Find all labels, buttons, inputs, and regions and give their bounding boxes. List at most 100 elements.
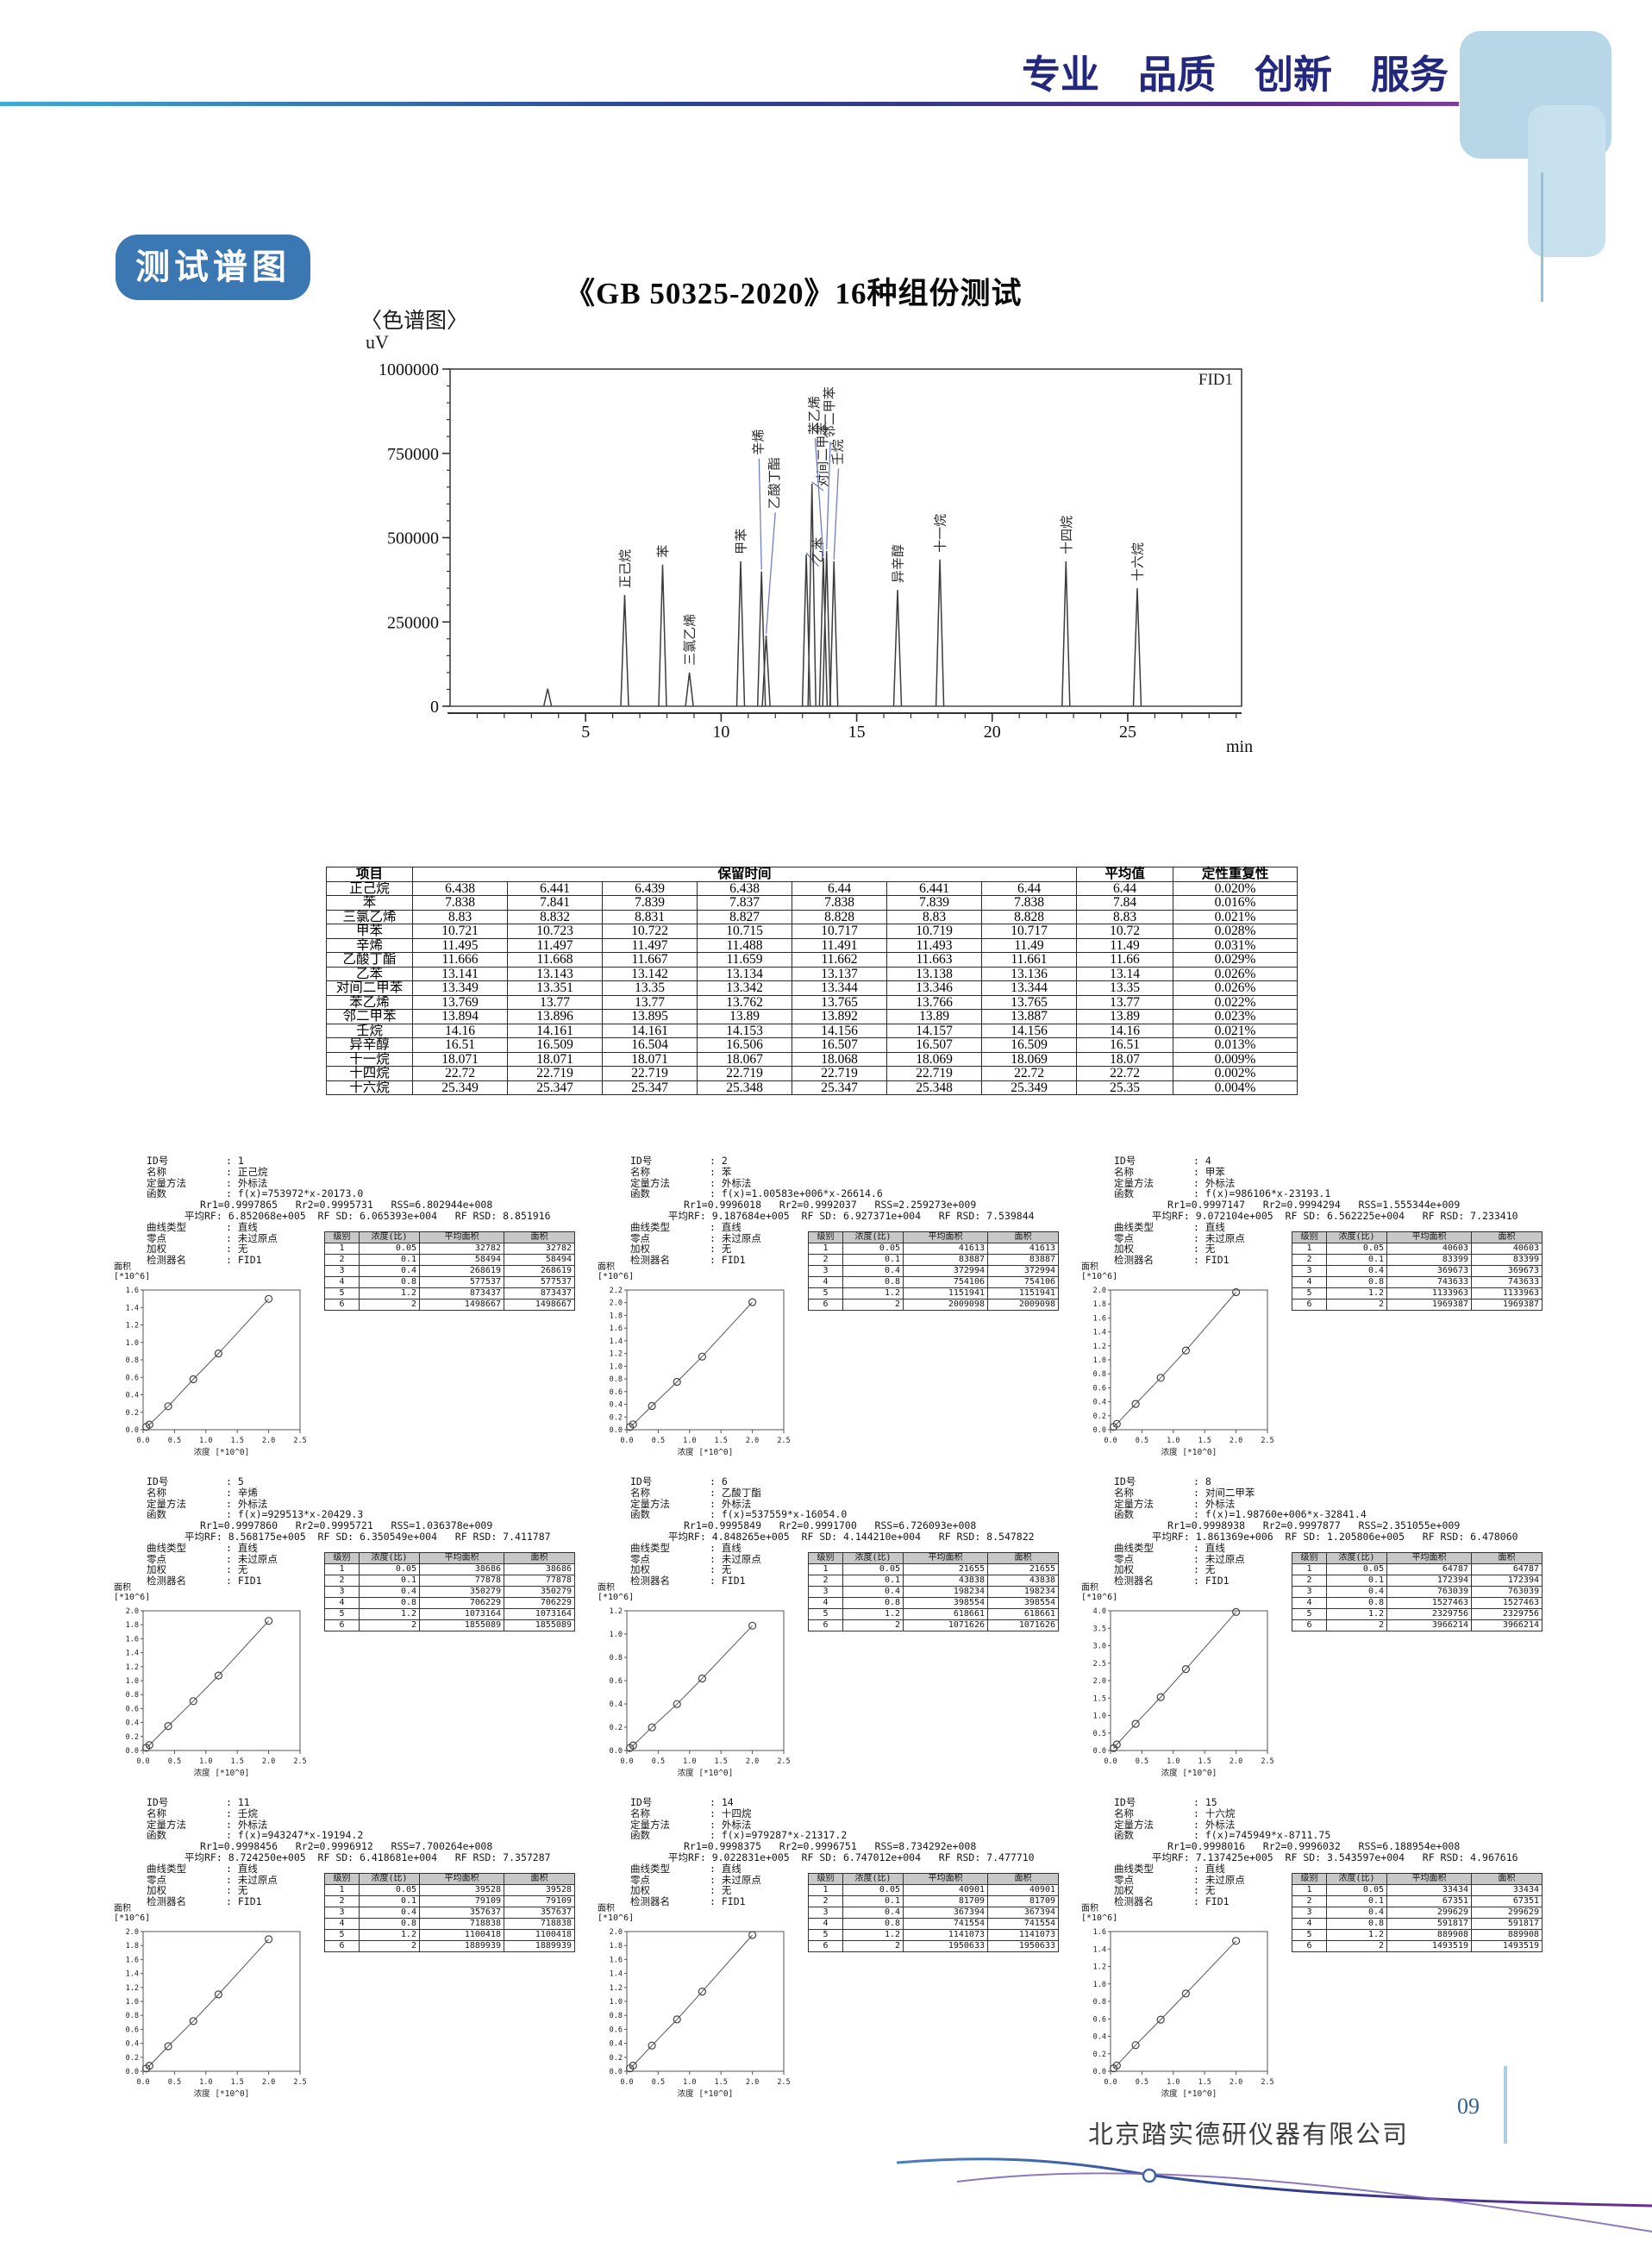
level-cell: 369673 <box>1386 1265 1472 1277</box>
panel-field-value: : f(x)=929513*x-20429.3 <box>226 1508 364 1521</box>
value-cell: 18.067 <box>697 1051 792 1067</box>
level-table: 级别 浓度(比) 平均面积 面积 1 0.05 64787 64787 2 0.1 172394 17… <box>1292 1552 1542 1631</box>
peak-leader-line <box>811 481 824 492</box>
level-cell: 1493519 <box>1471 1940 1542 1952</box>
level-cell: 0.1 <box>359 1575 420 1587</box>
compound-name-cell: 乙苯 <box>326 966 413 981</box>
value-cell: 13.344 <box>792 980 887 996</box>
value-cell: 25.347 <box>792 1080 887 1095</box>
calibration-point <box>698 1987 706 1996</box>
value-cell: 14.156 <box>980 1023 1078 1038</box>
level-cell: 6 <box>324 1940 360 1952</box>
level-cell: 0.1 <box>359 1895 420 1907</box>
level-table-header: 平均面积 <box>1386 1231 1472 1243</box>
level-table: 级别 浓度(比) 平均面积 面积 1 0.05 21655 21655 2 0.1 43838 438… <box>808 1552 1059 1631</box>
value-cell: 11.491 <box>792 937 887 953</box>
x-tick-label: 1.5 <box>231 1757 244 1766</box>
panel-field: 加权: 无 <box>630 1243 1035 1255</box>
level-table-header: 浓度(比) <box>842 1873 904 1885</box>
panel-field-value: : 无 <box>226 1243 248 1256</box>
level-cell: 83887 <box>987 1254 1059 1266</box>
panel-field-label: 加权 <box>147 1563 166 1576</box>
value-cell: 13.765 <box>792 994 887 1010</box>
value-cell: 16.504 <box>602 1037 698 1053</box>
calibration-point <box>189 1375 197 1384</box>
level-cell: 0.8 <box>842 1918 904 1930</box>
panel-field: 曲线类型: 直线 <box>1114 1863 1518 1875</box>
panel-field: 检测器名: FID1 <box>147 1896 551 1907</box>
chromatogram-peak <box>756 571 767 707</box>
level-cell: 1.2 <box>359 1929 420 1941</box>
level-cell: 2 <box>808 1575 843 1587</box>
panel-field-value: : 直线 <box>226 1541 258 1554</box>
y-tick-label: 1.4 <box>126 1304 139 1312</box>
table-row: 甲苯 10.721 10.723 10.722 10.715 10.717 10.719 10… <box>326 924 1298 939</box>
level-cell: 1 <box>1292 1563 1327 1575</box>
panel-field-label: 名称 <box>147 1165 166 1178</box>
x-tick-label: 1.0 <box>1167 1437 1180 1445</box>
panel-field-label: 函数 <box>147 1508 166 1521</box>
value-cell: 10.717 <box>792 924 887 939</box>
panel-field-value: : 外标法 <box>226 1818 268 1831</box>
calibration-panel: ID号: 2 名称: 苯定量方法: 外标法 函数: f(x)=1.00583e+00… <box>585 1145 1068 1466</box>
value-cell: 10.715 <box>697 924 792 939</box>
level-cell: 32782 <box>504 1243 575 1255</box>
level-cell: 5 <box>1292 1929 1327 1941</box>
x-tick-label: 0.0 <box>1104 2078 1117 2087</box>
level-row: 5 1.2 1100418 1100418 <box>324 1929 575 1941</box>
panel-field: 名称: 苯 <box>630 1166 1035 1178</box>
page-number: 09 <box>1457 2094 1480 2119</box>
calibration-point <box>1131 2041 1140 2050</box>
value-cell: 13.894 <box>412 1009 508 1024</box>
level-cell: 172394 <box>1386 1575 1472 1587</box>
value-cell: 11.493 <box>886 937 982 953</box>
panel-field-label: 加权 <box>1114 1563 1134 1576</box>
footer-swoosh-decoration <box>897 2157 1652 2233</box>
panel-field-label: 零点 <box>1114 1873 1134 1886</box>
panel-field-label: ID号 <box>1114 1155 1136 1167</box>
level-cell: 6 <box>324 1299 360 1311</box>
level-cell: 1 <box>1292 1243 1327 1255</box>
level-row: 1 0.05 41613 41613 <box>808 1243 1059 1255</box>
compound-name-cell: 乙酸丁酯 <box>326 952 413 968</box>
panel-field: ID号: 6 <box>630 1476 1035 1487</box>
panel-field-value: : 无 <box>226 1884 248 1897</box>
plot-border <box>142 1931 301 2072</box>
level-cell: 2009098 <box>987 1299 1059 1311</box>
chromatogram-peak <box>685 672 694 707</box>
level-cell: 367394 <box>903 1907 988 1919</box>
panel-field-value: : 未过原点 <box>226 1231 278 1244</box>
value-cell: 16.509 <box>980 1037 1078 1053</box>
level-cell: 67351 <box>1471 1895 1542 1907</box>
level-cell: 718838 <box>504 1918 575 1930</box>
y-tick-label: 1.6 <box>126 1956 139 1964</box>
calibration-panel: ID号: 8 名称: 对间二甲苯 定量方法: 外标法 函数: f(x)=1.98760… <box>1069 1466 1552 1787</box>
value-cell: 16.507 <box>792 1037 887 1053</box>
value-cell: 11.488 <box>697 937 792 953</box>
y-tick-label: 1.2 <box>610 1607 623 1616</box>
panel-field-label: 曲线类型 <box>1114 1862 1154 1875</box>
level-cell: 41613 <box>987 1243 1059 1255</box>
level-cell: 198234 <box>987 1586 1059 1598</box>
level-cell: 3 <box>808 1586 843 1598</box>
level-table-header-row: 级别 浓度(比) 平均面积 面积 <box>324 1873 575 1885</box>
level-cell: 2 <box>1292 1254 1327 1266</box>
table-row: 正己烷 6.438 6.441 6.439 6.438 6.44 6.441 6.44 6.44… <box>326 880 1298 896</box>
y-tick-label: 0.0 <box>126 2068 139 2076</box>
y-axis-scale: [*10^6] <box>598 1593 635 1602</box>
y-tick-label: 0.0 <box>1093 1747 1106 1756</box>
level-cell: 0.8 <box>842 1276 904 1288</box>
level-cell: 754106 <box>903 1276 988 1288</box>
x-tick-label: 0.0 <box>620 2078 633 2087</box>
panel-field: 名称: 乙酸丁酯 <box>630 1487 1035 1499</box>
value-cell: 0.016% <box>1173 895 1298 911</box>
table-row: 乙酸丁酯 11.666 11.668 11.667 11.659 11.662 11.663… <box>326 952 1298 968</box>
panel-field-value: : f(x)=1.00583e+006*x-26614.6 <box>710 1187 883 1200</box>
calibration-plot: 0.0 0.2 0.4 0.6 0.8 1.0 1.2 1.4 1.6 0.0 0.5 1.0 1.5 2… <box>1093 1928 1274 2099</box>
panel-field-label: ID号 <box>630 1796 653 1808</box>
y-tick-label: 4.0 <box>1093 1607 1106 1616</box>
table-row: 三氯乙烯 8.83 8.832 8.831 8.827 8.828 8.83 8.828 8.8… <box>326 909 1298 924</box>
calibration-point <box>1232 1937 1241 1945</box>
level-cell: 1.2 <box>359 1608 420 1620</box>
